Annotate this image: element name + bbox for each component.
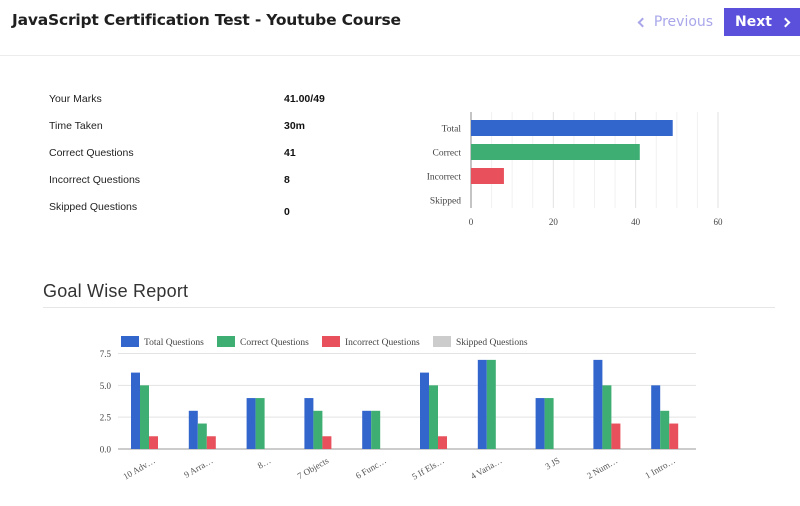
y-tick-label: Correct — [433, 149, 462, 159]
y-tick-label: 2.5 — [100, 413, 112, 423]
summary-bar — [471, 120, 673, 136]
x-tick-label: 4 Varia… — [469, 455, 504, 481]
stat-label: Correct Questions — [49, 147, 134, 159]
goal-bar — [593, 359, 603, 449]
stat-value: 30m — [284, 120, 306, 132]
goal-bar — [206, 436, 216, 449]
summary-bar — [471, 168, 504, 184]
goal-bar — [362, 410, 372, 449]
previous-button-label: Previous — [653, 14, 714, 30]
stat-label: Incorrect Questions — [49, 174, 141, 186]
next-button[interactable]: Next — [724, 8, 800, 36]
legend-swatch — [121, 336, 139, 347]
goal-bar — [660, 410, 670, 449]
goal-bar — [255, 398, 265, 449]
goal-bar — [611, 423, 621, 449]
legend-label: Correct Questions — [240, 338, 309, 348]
goal-bar — [420, 372, 429, 449]
stat-label: Time Taken — [49, 120, 103, 132]
goal-bar — [304, 398, 314, 449]
goal-bar — [131, 372, 140, 449]
goal-bar — [313, 410, 323, 449]
chevron-right-icon — [780, 17, 791, 27]
y-tick-label: 7.5 — [100, 349, 112, 359]
goal-bar — [669, 423, 679, 449]
previous-button[interactable]: Previous — [636, 9, 716, 35]
stat-value: 8 — [284, 174, 290, 186]
y-tick-label: 5.0 — [100, 381, 112, 391]
stat-label: Your Marks — [49, 93, 102, 105]
goal-bar — [486, 359, 496, 449]
x-tick-label: 6 Func… — [354, 455, 388, 481]
legend-label: Total Questions — [144, 338, 204, 348]
x-tick-label: 9 Arra… — [182, 455, 214, 480]
summary-bar — [471, 144, 640, 160]
legend-label: Incorrect Questions — [345, 338, 420, 348]
page-title: JavaScript Certification Test - Youtube … — [12, 11, 401, 29]
x-tick-label: 0 — [469, 217, 474, 227]
goal-bar — [188, 410, 198, 449]
stat-value: 0 — [284, 206, 290, 218]
legend-swatch — [433, 336, 451, 347]
goal-bar — [371, 410, 381, 449]
x-tick-label: 20 — [549, 217, 559, 227]
goal-bar — [140, 385, 149, 449]
stat-value: 41 — [284, 147, 296, 159]
goal-bar — [429, 385, 438, 449]
x-tick-label: 10 Adv… — [121, 455, 157, 481]
goal-bar — [149, 436, 158, 449]
x-tick-label: 8… — [256, 455, 273, 470]
next-button-label: Next — [735, 14, 772, 30]
y-tick-label: Incorrect — [427, 173, 462, 183]
x-tick-label: 60 — [714, 217, 724, 227]
goal-bar — [544, 398, 554, 449]
goal-bar — [535, 398, 545, 449]
legend-swatch — [322, 336, 340, 347]
goal-bar — [602, 385, 612, 449]
x-tick-label: 40 — [631, 217, 641, 227]
section-divider — [43, 307, 775, 308]
x-tick-label: 7 Objects — [296, 455, 331, 481]
x-tick-label: 3 JS — [543, 455, 561, 471]
goal-bar — [246, 398, 256, 449]
y-tick-label: Total — [442, 125, 462, 135]
top-bar: JavaScript Certification Test - Youtube … — [0, 0, 800, 56]
goal-bar — [438, 436, 447, 449]
y-tick-label: 0.0 — [100, 445, 112, 455]
legend-swatch — [217, 336, 235, 347]
section-title: Goal Wise Report — [43, 281, 189, 301]
goal-bar — [197, 423, 207, 449]
summary-bar-chart: Total Correct Incorrect Skipped 0 20 40 60 — [427, 112, 724, 227]
x-tick-label: 5 If Els… — [410, 455, 446, 481]
x-tick-label: 2 Num… — [585, 455, 619, 481]
goal-wise-bar-chart: Total Questions Correct Questions Incorrec… — [100, 336, 696, 482]
goal-bar — [477, 359, 487, 449]
stat-label: Skipped Questions — [49, 201, 138, 213]
goal-bar — [651, 385, 661, 449]
x-tick-label: 1 Intro… — [643, 455, 677, 480]
stat-value: 41.00/49 — [284, 93, 325, 105]
legend-label: Skipped Questions — [456, 338, 528, 348]
goal-bar — [322, 436, 332, 449]
y-tick-label: Skipped — [430, 197, 461, 207]
chevron-left-icon — [637, 17, 648, 27]
